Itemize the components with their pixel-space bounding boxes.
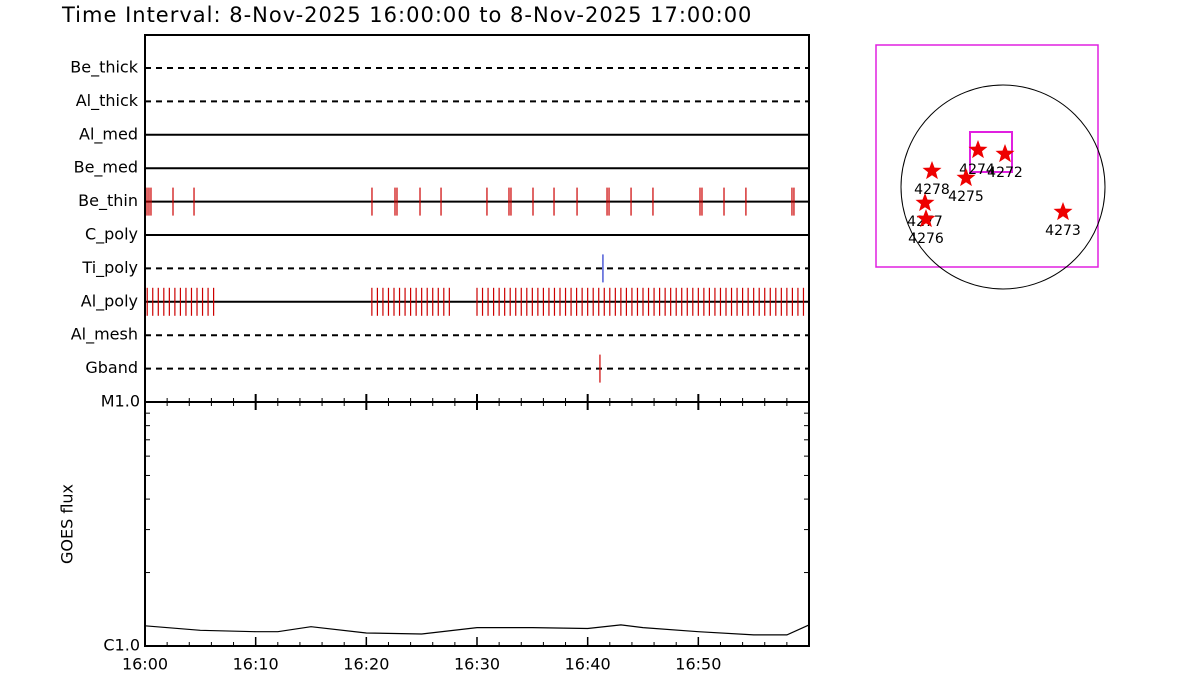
filter-label: Gband <box>85 358 138 377</box>
filter-label: Ti_poly <box>81 258 138 278</box>
region-label: 4278 <box>914 182 950 198</box>
solar-disk <box>900 84 1106 290</box>
region-star <box>916 209 936 228</box>
filter-label: Al_mesh <box>71 325 138 345</box>
x-tick-label: 16:30 <box>454 655 500 674</box>
region-label: 4276 <box>908 231 944 247</box>
filter-label: Be_thick <box>70 58 138 78</box>
x-tick-label: 16:40 <box>565 655 611 674</box>
y-axis-title: GOES flux <box>58 484 77 564</box>
x-tick-label: 16:00 <box>122 655 168 674</box>
region-star <box>956 168 976 187</box>
region-star <box>995 144 1015 163</box>
region-label: 4273 <box>1045 223 1081 239</box>
filter-label: Al_poly <box>81 291 138 311</box>
y-tick-label: C1.0 <box>103 636 140 655</box>
x-tick-label: 16:20 <box>343 655 389 674</box>
fov-box <box>875 44 1099 268</box>
chart-title: Time Interval: 8-Nov-2025 16:00:00 to 8-… <box>61 3 752 27</box>
region-star <box>915 193 935 212</box>
y-tick-label: M1.0 <box>101 392 140 411</box>
region-star <box>1053 202 1073 221</box>
x-tick-label: 16:10 <box>233 655 279 674</box>
region-label: 4275 <box>948 189 984 205</box>
timeline-frame <box>144 34 810 403</box>
region-label: 4272 <box>987 165 1023 181</box>
filter-label: Al_thick <box>76 91 139 111</box>
goes-curve <box>144 624 810 636</box>
x-tick-label: 16:50 <box>675 655 721 674</box>
filter-label: Be_med <box>74 158 138 178</box>
filter-label: Al_med <box>79 124 138 144</box>
filter-label: C_poly <box>85 225 138 245</box>
goes-frame <box>144 401 810 647</box>
region-star <box>968 140 988 159</box>
filter-label: Be_thin <box>78 191 138 211</box>
region-star <box>922 161 942 180</box>
